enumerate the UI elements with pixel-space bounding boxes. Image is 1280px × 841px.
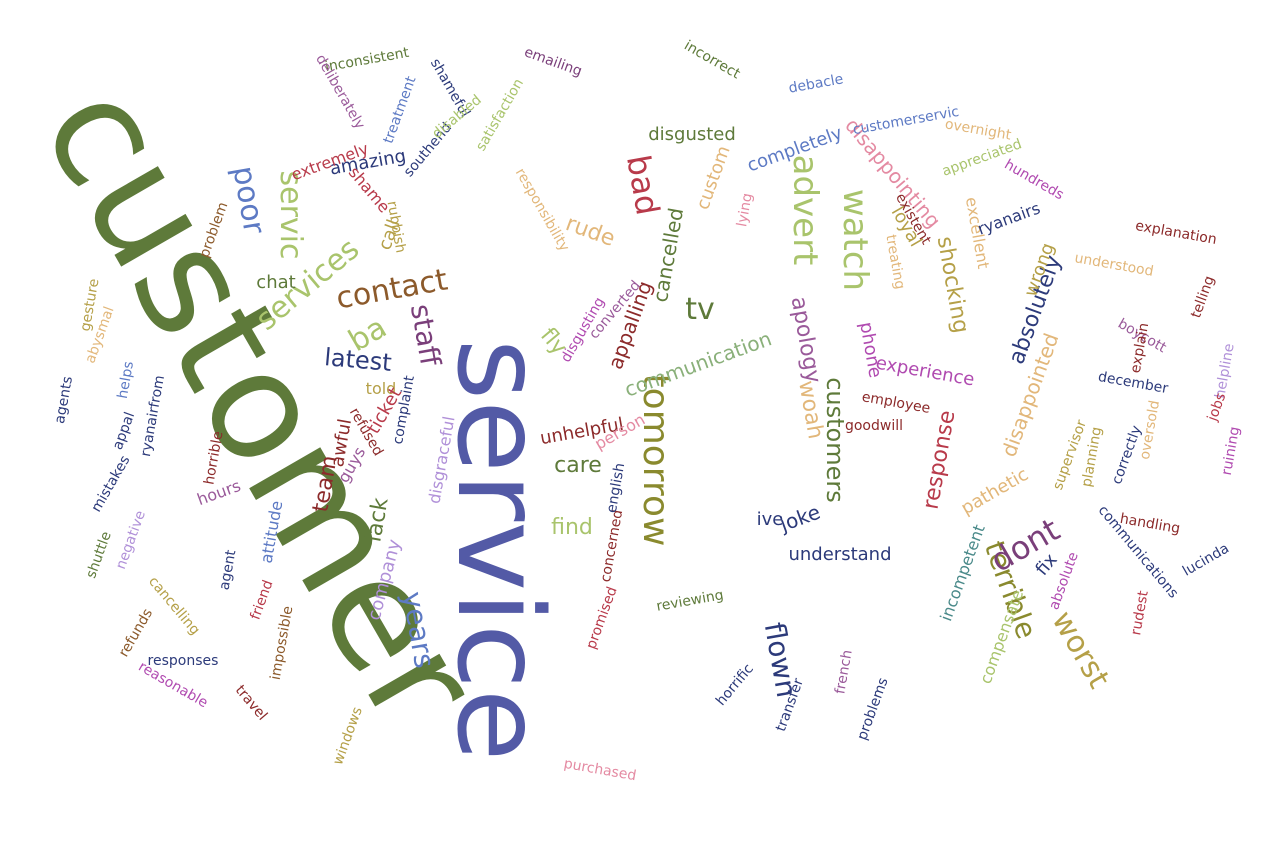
word-incorrect: incorrect <box>681 37 743 83</box>
word-experience: experience <box>874 352 977 391</box>
word-advert: advert <box>785 154 825 266</box>
word-impossible: impossible <box>267 604 297 682</box>
word-joke: joke <box>776 499 824 537</box>
word-agent: agent <box>216 548 240 592</box>
word-ive: ive <box>756 509 784 530</box>
word-promised: promised <box>583 584 621 652</box>
word-ruining: ruining <box>1218 425 1244 477</box>
word-communication: communication <box>621 326 775 402</box>
word-apology: apology <box>785 294 826 386</box>
word-watch: watch <box>835 188 875 292</box>
word-helps: helps <box>114 360 138 400</box>
word-december: december <box>1096 368 1170 398</box>
word-oversold: oversold <box>1136 399 1164 461</box>
word-customers: customers <box>821 377 849 503</box>
word-concerned: concerned <box>597 508 627 584</box>
word-jobs: jobs <box>1204 390 1230 424</box>
word-shocking: shocking <box>931 234 974 336</box>
word-ryanairfrom: ryanairfrom <box>137 374 169 458</box>
word-told: told <box>365 379 397 398</box>
word-refunds: refunds <box>115 606 157 660</box>
word-latest: latest <box>323 343 393 377</box>
word-ryanairs: ryanairs <box>974 198 1043 239</box>
word-customerservic: customerservic <box>851 103 961 139</box>
word-understood: understood <box>1073 250 1155 280</box>
word-chat: chat <box>256 272 296 293</box>
word-purchased: purchased <box>562 755 638 785</box>
word-cancelled: cancelled <box>647 205 689 305</box>
word-custom: custom <box>692 143 735 213</box>
word-response: response <box>918 408 961 512</box>
word-french: french <box>832 648 856 696</box>
word-explanation: explanation <box>1134 217 1218 249</box>
word-understand: understand <box>788 544 892 565</box>
word-reviewing: reviewing <box>655 587 725 615</box>
word-english: english <box>603 461 629 515</box>
word-disgusted: disgusted <box>648 124 736 145</box>
word-treatment: treatment <box>380 74 420 146</box>
word-goodwill: goodwill <box>844 418 904 434</box>
word-travel: travel <box>231 682 271 724</box>
word-bad: bad <box>619 152 667 218</box>
word-satisfaction: satisfaction <box>472 76 528 154</box>
word-hundreds: hundreds <box>1001 156 1067 204</box>
word-telling: telling <box>1188 273 1218 321</box>
word-negative: negative <box>113 508 149 572</box>
word-staff: staff <box>403 301 448 369</box>
word-debacle: debacle <box>787 71 845 97</box>
word-rudest: rudest <box>1128 589 1152 637</box>
word-lucinda: lucinda <box>1180 540 1232 580</box>
word-cancelling: cancelling <box>145 573 203 639</box>
word-employee: employee <box>860 389 932 417</box>
word-service: service <box>431 338 569 762</box>
word-servic: servic <box>273 170 308 260</box>
word-find: find <box>551 515 593 540</box>
word-agents: agents <box>51 375 77 425</box>
word-tv: tv <box>685 292 715 327</box>
word-tomorrow: tomorrow <box>635 373 676 547</box>
word-shuttle: shuttle <box>83 529 115 581</box>
word-overnight: overnight <box>943 116 1013 144</box>
word-mistakes: mistakes <box>88 452 134 516</box>
word-responsibility: responsibility <box>511 165 573 255</box>
word-emailing: emailing <box>521 44 585 80</box>
word-problems: problems <box>854 675 892 743</box>
word-appal: appal <box>109 410 139 452</box>
word-horrific: horrific <box>713 661 757 709</box>
word-pathetic: pathetic <box>957 463 1033 520</box>
word-lying: lying <box>734 191 756 229</box>
word-worst: worst <box>1044 605 1117 695</box>
word-responses: responses <box>147 653 219 669</box>
word-incompetent: incompetent <box>936 521 989 624</box>
word-care: care <box>554 453 602 478</box>
